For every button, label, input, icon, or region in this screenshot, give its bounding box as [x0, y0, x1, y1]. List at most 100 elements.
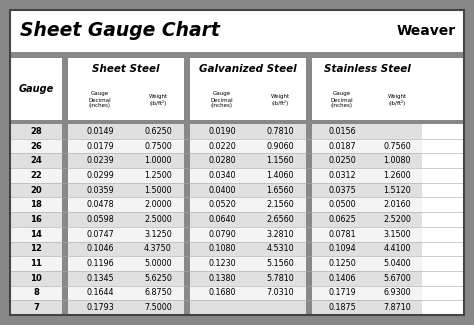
Text: 16: 16	[30, 215, 42, 224]
Text: 0.0179: 0.0179	[86, 142, 114, 150]
Text: 0.0790: 0.0790	[208, 230, 236, 239]
Text: 0.1250: 0.1250	[328, 259, 356, 268]
Text: 1.2600: 1.2600	[383, 171, 411, 180]
Text: 11: 11	[30, 259, 42, 268]
Bar	[132, 168, 184, 183]
Bar	[68, 124, 132, 139]
Bar	[254, 139, 306, 153]
Text: 2.6560: 2.6560	[266, 215, 294, 224]
Bar	[254, 153, 306, 168]
Bar	[254, 227, 306, 241]
Text: Galvanized Steel: Galvanized Steel	[199, 64, 297, 74]
Bar	[10, 139, 62, 153]
Text: 0.0239: 0.0239	[86, 156, 114, 165]
Bar	[68, 198, 132, 212]
Text: 10: 10	[30, 274, 42, 283]
Text: 0.0500: 0.0500	[328, 200, 356, 209]
Text: 2.0160: 2.0160	[383, 200, 411, 209]
Text: 0.0400: 0.0400	[208, 186, 236, 195]
Bar	[68, 227, 132, 241]
Bar	[254, 241, 306, 256]
Bar	[132, 212, 184, 227]
Text: 2.0000: 2.0000	[144, 200, 172, 209]
Text: 0.0220: 0.0220	[208, 142, 236, 150]
Bar	[68, 256, 132, 271]
Bar	[10, 183, 62, 198]
Text: 1.4060: 1.4060	[266, 171, 294, 180]
Text: 5.6250: 5.6250	[144, 274, 172, 283]
Bar	[254, 124, 306, 139]
Bar	[372, 139, 422, 153]
Bar	[254, 212, 306, 227]
Bar	[10, 286, 62, 300]
Bar	[372, 300, 422, 315]
Bar	[132, 241, 184, 256]
Text: 26: 26	[30, 142, 42, 150]
Text: 0.0280: 0.0280	[208, 156, 236, 165]
Bar	[372, 168, 422, 183]
Text: 7: 7	[33, 303, 39, 312]
Bar	[68, 139, 132, 153]
Bar	[372, 183, 422, 198]
Bar	[132, 183, 184, 198]
Bar	[132, 286, 184, 300]
Bar	[132, 198, 184, 212]
Bar	[132, 256, 184, 271]
Text: 0.1230: 0.1230	[208, 259, 236, 268]
Bar	[254, 183, 306, 198]
Bar	[132, 271, 184, 286]
Text: 0.6250: 0.6250	[144, 127, 172, 136]
Bar	[312, 256, 372, 271]
Text: 6.8750: 6.8750	[144, 289, 172, 297]
Text: 22: 22	[30, 171, 42, 180]
Bar	[190, 271, 254, 286]
Text: 24: 24	[30, 156, 42, 165]
Text: 0.1875: 0.1875	[328, 303, 356, 312]
Text: 0.0625: 0.0625	[328, 215, 356, 224]
Text: 1.5120: 1.5120	[383, 186, 411, 195]
Text: Sheet Steel: Sheet Steel	[92, 64, 160, 74]
Bar	[184, 58, 190, 315]
Bar	[372, 241, 422, 256]
Text: 18: 18	[30, 200, 42, 209]
Text: 3.1250: 3.1250	[144, 230, 172, 239]
Text: 7.5000: 7.5000	[144, 303, 172, 312]
Bar	[190, 183, 254, 198]
Bar	[10, 212, 62, 227]
Text: 0.1046: 0.1046	[86, 244, 114, 254]
Bar	[132, 153, 184, 168]
Bar	[10, 58, 464, 120]
Text: 8: 8	[33, 289, 39, 297]
Bar	[312, 227, 372, 241]
Bar	[254, 271, 306, 286]
Text: 0.1380: 0.1380	[208, 274, 236, 283]
Text: 5.1560: 5.1560	[266, 259, 294, 268]
Text: 1.6560: 1.6560	[266, 186, 294, 195]
Bar	[312, 286, 372, 300]
Bar	[68, 241, 132, 256]
Bar	[312, 271, 372, 286]
Text: 0.0375: 0.0375	[328, 186, 356, 195]
Text: Stainless Steel: Stainless Steel	[324, 64, 410, 74]
Bar	[312, 153, 372, 168]
Text: 4.4100: 4.4100	[383, 244, 411, 254]
Text: 14: 14	[30, 230, 42, 239]
Bar	[10, 198, 62, 212]
Text: 0.1406: 0.1406	[328, 274, 356, 283]
Text: Weaver: Weaver	[397, 24, 456, 38]
Text: 5.0400: 5.0400	[383, 259, 411, 268]
Text: 1.1560: 1.1560	[266, 156, 294, 165]
Text: 6.9300: 6.9300	[383, 289, 411, 297]
Bar	[306, 58, 312, 315]
Bar	[190, 212, 254, 227]
Text: 0.0520: 0.0520	[208, 200, 236, 209]
Bar	[372, 256, 422, 271]
Bar	[254, 300, 306, 315]
Bar	[68, 212, 132, 227]
Bar	[190, 241, 254, 256]
Bar	[372, 227, 422, 241]
Bar	[312, 198, 372, 212]
Text: 3.1500: 3.1500	[383, 230, 411, 239]
Text: 0.0156: 0.0156	[328, 127, 356, 136]
Text: 7.8710: 7.8710	[383, 303, 411, 312]
